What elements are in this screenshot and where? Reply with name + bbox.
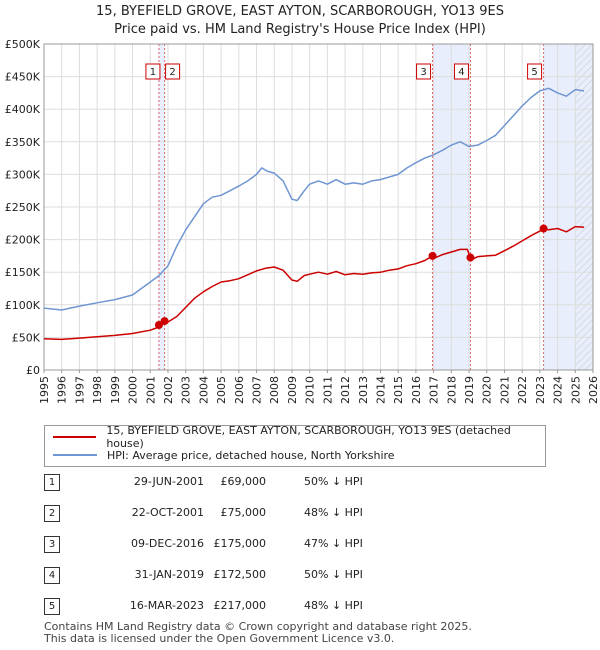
sale-point [539,224,548,233]
legend-swatch-blue [53,454,97,456]
x-tick-label: 2016 [410,376,423,404]
sale-label-number: 2 [169,67,175,78]
sale-number-badge: 4 [44,567,60,584]
x-tick-label: 2019 [463,376,476,404]
sale-date: 09-DEC-2016 [130,537,204,550]
table-row: 2 22-OCT-2001 £75,000 48% ↓ HPI [44,503,584,523]
x-tick-label: 1998 [91,376,104,404]
sale-point [154,321,163,330]
sale-label-box [165,63,181,80]
sale-point [428,251,437,260]
series-line-property [43,225,585,341]
sale-hpi-diff: 50% ↓ HPI [304,568,363,581]
x-tick-label: 1996 [56,376,69,404]
sale-hpi-diff: 50% ↓ HPI [304,475,363,488]
x-tick-label: 2010 [304,376,317,404]
sale-label-box [145,63,161,80]
sale-hpi-diff: 48% ↓ HPI [304,599,363,612]
y-tick-label: £150K [5,266,41,279]
x-tick-label: 2001 [144,376,157,404]
sale-label-box [416,63,432,80]
y-tick-label: £100K [5,299,41,312]
price-chart: £0 £50K £100K £150K £200K £250K £300K £350K £400… [5,38,600,404]
x-tick-label: 2015 [392,376,405,404]
x-tick-label: 2023 [534,376,547,404]
table-row: 5 16-MAR-2023 £217,000 48% ↓ HPI [44,596,584,616]
sale-hpi-diff: 47% ↓ HPI [304,537,363,550]
sale-label-box [453,63,469,80]
x-tick-label: 2017 [428,376,441,404]
x-tick-label: 2022 [516,376,529,404]
x-tick-label: 2013 [357,376,370,404]
y-tick-label: £400K [5,103,41,116]
x-tick-label: 2025 [569,376,582,404]
sale-label-number: 4 [458,67,464,78]
x-tick-label: 1997 [73,376,86,404]
sale-number-badge: 1 [44,474,60,491]
sale-label-number: 3 [420,67,426,78]
x-tick-label: 2000 [127,376,140,404]
x-tick-label: 2026 [587,376,600,404]
sale-number-badge: 2 [44,505,60,522]
table-row: 3 09-DEC-2016 £175,000 47% ↓ HPI [44,534,584,554]
table-row: 1 29-JUN-2001 £69,000 50% ↓ HPI [44,472,584,492]
x-tick-label: 2024 [552,376,565,404]
x-tick-label: 2006 [233,376,246,404]
x-tick-label: 2014 [374,376,387,404]
sale-date: 16-MAR-2023 [129,599,204,612]
legend-label-hpi: HPI: Average price, detached house, Nort… [107,448,395,462]
y-tick-label: £450K [5,71,41,84]
x-tick-label: 2005 [215,376,228,404]
series-line-hpi [43,87,585,311]
y-tick-label: £350K [5,136,41,149]
x-tick-label: 2021 [498,376,511,404]
y-tick-label: £500K [5,38,41,51]
legend-item-hpi: HPI: Average price, detached house, Nort… [53,447,395,463]
y-tick-label: £0 [26,364,40,377]
footer-copyright: Contains HM Land Registry data © Crown c… [44,620,472,633]
sale-point [466,253,475,262]
legend-swatch-red [53,436,97,438]
sale-number-badge: 3 [44,536,60,553]
chart-legend: 15, BYEFIELD GROVE, EAST AYTON, SCARBORO… [44,424,546,467]
chart-title: 15, BYEFIELD GROVE, EAST AYTON, SCARBORO… [96,4,504,19]
x-tick-label: 2011 [321,376,334,404]
sale-price: £69,000 [220,475,267,488]
sale-price: £172,500 [213,568,267,581]
x-tick-label: 2008 [268,376,281,404]
x-tick-label: 2002 [162,376,175,404]
sale-label-number: 5 [531,67,537,78]
sale-date: 22-OCT-2001 [131,506,204,519]
sale-price: £175,000 [213,537,267,550]
y-tick-label: £250K [5,201,41,214]
footer-licence: This data is licensed under the Open Gov… [44,632,395,645]
sale-hpi-diff: 48% ↓ HPI [304,506,363,519]
x-tick-label: 2020 [481,376,494,404]
x-tick-label: 1995 [38,376,51,404]
legend-item-property: 15, BYEFIELD GROVE, EAST AYTON, SCARBORO… [53,424,545,450]
sale-number-badge: 5 [44,598,60,615]
x-tick-label: 2009 [286,376,299,404]
x-tick-label: 2018 [445,376,458,404]
sale-label-number: 1 [150,67,156,78]
sale-date: 29-JUN-2001 [133,475,204,488]
x-tick-label: 2004 [197,376,210,404]
chart-subtitle: Price paid vs. HM Land Registry's House … [114,22,486,37]
y-tick-label: £50K [12,331,41,344]
legend-label-property: 15, BYEFIELD GROVE, EAST AYTON, SCARBORO… [106,424,511,450]
x-tick-label: 1999 [109,376,122,404]
y-tick-label: £300K [5,168,41,181]
x-tick-label: 2003 [180,376,193,404]
sale-label-box [527,63,543,80]
sale-date: 31-JAN-2019 [134,568,204,581]
plot-frame [43,43,594,371]
table-row: 4 31-JAN-2019 £172,500 50% ↓ HPI [44,565,584,585]
footer-attribution: Contains HM Land Registry data © Crown c… [44,621,472,645]
sale-price: £217,000 [213,599,267,612]
y-tick-label: £200K [5,234,41,247]
x-tick-label: 2012 [339,376,352,404]
sale-price: £75,000 [220,506,267,519]
sale-point [160,317,169,326]
x-tick-label: 2007 [251,376,264,404]
